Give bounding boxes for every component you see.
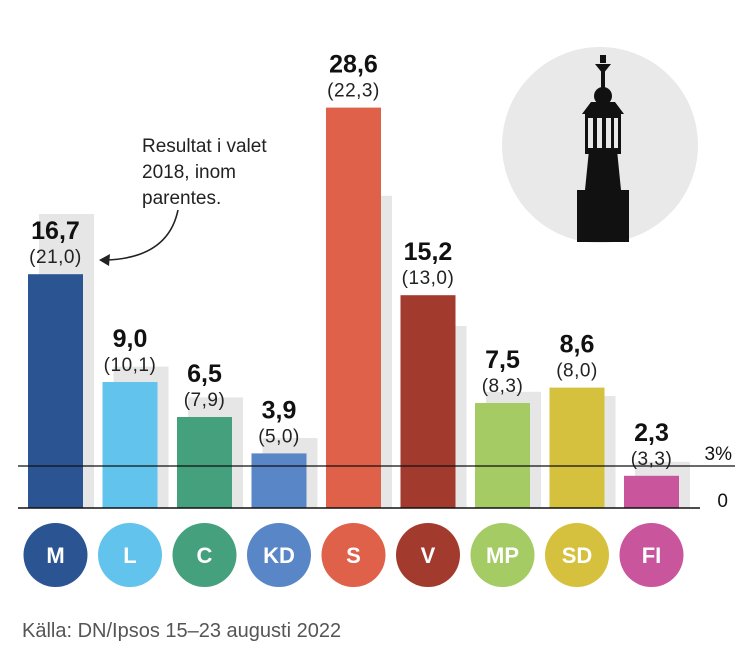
bar-current-kd — [251, 453, 307, 508]
value-label-kd: 3,9 — [262, 396, 297, 424]
value-label-sd: 8,6 — [560, 331, 595, 359]
axis-group: 3% 0 — [18, 444, 735, 512]
annotation-line-2: 2018, inom — [142, 162, 236, 183]
annotation-arrow — [105, 209, 179, 261]
party-abbr-kd: KD — [263, 543, 295, 568]
party-abbr-m: M — [46, 543, 64, 568]
value-label-mp: 7,5 — [485, 346, 520, 374]
party-badge-l — [98, 523, 162, 587]
city-hall-tower-icon — [502, 47, 698, 243]
value-label-m: 16,7 — [31, 217, 80, 245]
previous-label-s: (22,3) — [327, 81, 380, 102]
party-abbr-s: S — [346, 543, 361, 568]
previous-label-kd: (5,0) — [258, 426, 300, 447]
annotation-line-1: Resultat i valet — [142, 136, 267, 157]
annotation-arrowhead — [99, 254, 110, 266]
party-badge-c — [172, 523, 237, 587]
party-abbr-l: L — [123, 543, 136, 568]
annotation: Resultat i valet 2018, inom parentes. — [99, 136, 267, 266]
party-abbr-v: V — [421, 543, 436, 568]
previous-label-mp: (8,3) — [482, 376, 524, 397]
value-label-fi: 2,3 — [634, 419, 669, 447]
value-label-c: 6,5 — [187, 360, 222, 388]
source-note: Källa: DN/Ipsos 15–23 augusti 2022 — [22, 620, 342, 642]
value-label-s: 28,6 — [329, 51, 378, 79]
zero-label: 0 — [717, 491, 728, 512]
labels-group: 16,7(21,0) M 9,0(10,1) L 6,5(7,9) C 3,9(5,0) KD… — [23, 51, 684, 587]
value-label-v: 15,2 — [404, 238, 453, 266]
party-badge-sd — [545, 523, 609, 587]
previous-label-c: (7,9) — [184, 390, 226, 411]
bar-current-fi — [624, 475, 679, 508]
bar-current-c — [177, 417, 232, 508]
bar-current-m — [28, 274, 83, 508]
bar-current-l — [102, 382, 158, 508]
party-badge-kd — [247, 523, 311, 587]
party-badge-mp — [470, 523, 535, 587]
bar-current-mp — [475, 403, 530, 508]
previous-label-sd: (8,0) — [556, 361, 598, 382]
bars-group — [28, 107, 690, 509]
previous-label-m: (21,0) — [29, 247, 82, 268]
bar-current-sd — [549, 387, 605, 508]
party-badge-fi — [619, 523, 684, 587]
bar-current-s — [326, 107, 381, 508]
previous-label-fi: (3,3) — [631, 449, 673, 470]
threshold-label: 3% — [705, 444, 733, 465]
previous-label-l: (10,1) — [104, 355, 157, 376]
party-abbr-mp: MP — [486, 543, 519, 568]
annotation-line-3: parentes. — [142, 188, 221, 209]
party-abbr-sd: SD — [562, 543, 593, 568]
party-abbr-c: C — [197, 543, 213, 568]
value-label-l: 9,0 — [113, 325, 148, 353]
party-badge-s — [321, 523, 386, 587]
party-abbr-fi: FI — [642, 543, 662, 568]
party-badge-m — [23, 523, 88, 587]
bar-current-v — [400, 295, 456, 508]
previous-label-v: (13,0) — [402, 268, 455, 289]
party-badge-v — [396, 523, 460, 587]
